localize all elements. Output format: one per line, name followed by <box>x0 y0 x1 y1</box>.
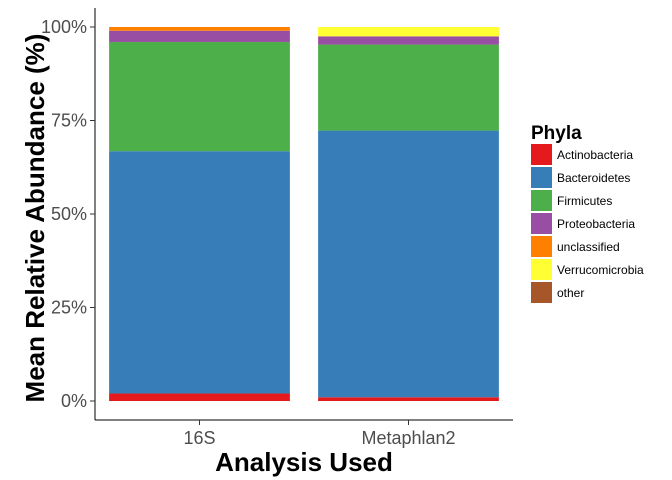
y-axis-title: Mean Relative Abundance (%) <box>20 34 50 403</box>
legend-label-actinobacteria: Actinobacteria <box>557 148 633 162</box>
bar-segment-bacteroidetes-1 <box>318 130 499 398</box>
y-axis-ticks: 0% 25% 50% 75% 100% <box>41 17 95 411</box>
bar-segment-actinobacteria-1 <box>318 397 499 401</box>
y-tick-label: 50% <box>51 204 87 224</box>
y-tick-label: 25% <box>51 298 87 318</box>
y-tick-label: 0% <box>61 391 87 411</box>
bar-segment-unclassified-0 <box>109 27 290 31</box>
bar-segment-verrucomicrobia-1 <box>318 27 499 37</box>
legend-key-firmicutes <box>531 190 552 211</box>
x-tick-label: 16S <box>183 428 215 448</box>
legend-key-unclassified <box>531 236 552 257</box>
legend-label-unclassified: unclassified <box>557 240 620 254</box>
legend-label-firmicutes: Firmicutes <box>557 194 612 208</box>
legend-label-other: other <box>557 286 584 300</box>
x-tick-label: Metaphlan2 <box>361 428 455 448</box>
legend-key-other <box>531 282 552 303</box>
bars-group <box>109 27 499 401</box>
bar-segment-bacteroidetes-0 <box>109 151 290 394</box>
legend-label-proteobacteria: Proteobacteria <box>557 217 635 231</box>
legend-title: Phyla <box>531 123 582 144</box>
bar-segment-firmicutes-0 <box>109 41 290 152</box>
legend-items: Actinobacteria Bacteroidetes Firmicutes Pro… <box>531 144 644 303</box>
legend-label-verrucomicrobia: Verrucomicrobia <box>557 263 644 277</box>
bar-segment-proteobacteria-0 <box>109 30 290 42</box>
legend-label-bacteroidetes: Bacteroidetes <box>557 171 630 185</box>
bar-segment-actinobacteria-0 <box>109 393 290 401</box>
y-tick-label: 75% <box>51 111 87 131</box>
y-tick-label: 100% <box>41 17 87 37</box>
bar-segment-firmicutes-1 <box>318 44 499 131</box>
bar-segment-proteobacteria-1 <box>318 36 499 45</box>
legend: Phyla Actinobacteria Bacteroidetes Firmicu… <box>531 123 644 303</box>
legend-key-actinobacteria <box>531 144 552 165</box>
x-axis-title: Analysis Used <box>215 447 393 477</box>
legend-key-verrucomicrobia <box>531 259 552 280</box>
legend-key-bacteroidetes <box>531 167 552 188</box>
x-axis-ticks: 16S Metaphlan2 <box>183 420 456 448</box>
legend-key-proteobacteria <box>531 213 552 234</box>
